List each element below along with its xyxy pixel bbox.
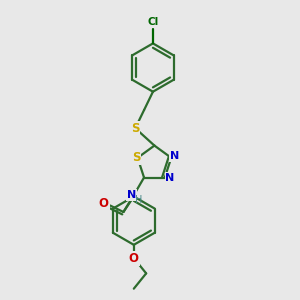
Text: O: O [99,197,109,210]
Text: H: H [135,195,143,205]
Text: O: O [129,252,139,265]
Text: N: N [127,190,136,200]
Text: S: S [131,122,140,135]
Text: S: S [132,151,140,164]
Text: N: N [166,172,175,182]
Text: N: N [170,151,179,161]
Text: Cl: Cl [147,17,159,27]
